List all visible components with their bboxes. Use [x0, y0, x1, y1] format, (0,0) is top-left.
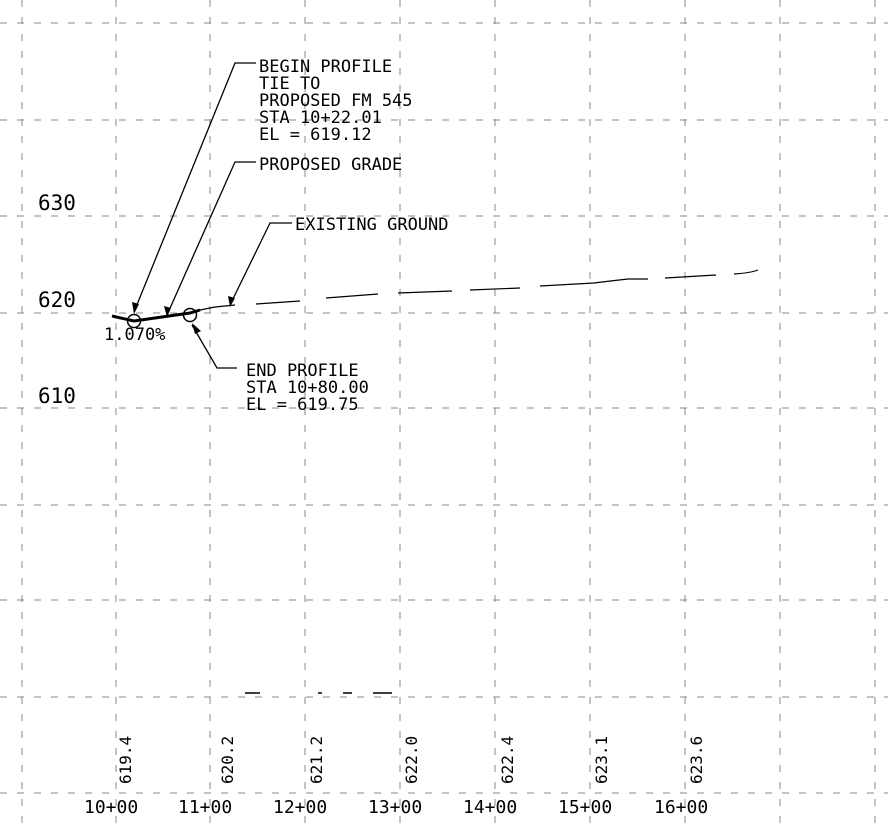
leader-arrowheads — [132, 296, 235, 334]
existing-elevation-1400: 622.4 — [498, 736, 517, 784]
begin-profile-line5: EL = 619.12 — [259, 125, 372, 145]
elevation-label-630: 630 — [38, 191, 76, 215]
existing-elevation-1100: 620.2 — [218, 736, 237, 784]
grade-percent-label: 1.070% — [104, 325, 165, 345]
existing-elevation-1200: 621.2 — [307, 736, 326, 784]
existing-ground-label: EXISTING GROUND — [295, 215, 449, 235]
station-label-1100: 11+00 — [178, 797, 232, 818]
begin-profile-line2: TIE TO — [259, 74, 320, 94]
end-profile-line2: STA 10+80.00 — [246, 378, 369, 398]
station-label-1200: 12+00 — [273, 797, 327, 818]
existing-elevation-1000: 619.4 — [116, 736, 135, 784]
end-profile-callout: END PROFILE STA 10+80.00 EL = 619.75 — [246, 361, 369, 415]
end-profile-marker — [182, 307, 198, 323]
station-label-1600: 16+00 — [654, 797, 708, 818]
existing-elevation-1600: 623.6 — [687, 736, 706, 784]
leader-lines — [133, 62, 292, 369]
station-label-1300: 13+00 — [368, 797, 422, 818]
begin-profile-line3: PROPOSED FM 545 — [259, 91, 413, 111]
begin-profile-marker — [126, 313, 142, 329]
begin-profile-line1: BEGIN PROFILE — [259, 57, 392, 77]
existing-ground-line — [199, 269, 759, 311]
station-label-1000: 10+00 — [84, 797, 138, 818]
station-label-1400: 14+00 — [463, 797, 517, 818]
end-profile-line3: EL = 619.75 — [246, 395, 359, 415]
existing-elevations: 619.4 620.2 621.2 622.0 622.4 623.1 623.… — [116, 736, 706, 784]
elevation-label-610: 610 — [38, 384, 76, 408]
station-label-1500: 15+00 — [558, 797, 612, 818]
existing-elevation-1500: 623.1 — [592, 736, 611, 784]
proposed-grade-line — [111, 308, 201, 323]
begin-profile-callout: BEGIN PROFILE TIE TO PROPOSED FM 545 STA… — [259, 57, 413, 145]
proposed-grade-label: PROPOSED GRADE — [259, 155, 402, 175]
existing-elevation-1300: 622.0 — [402, 736, 421, 784]
end-profile-line1: END PROFILE — [246, 361, 359, 381]
station-labels: 10+00 11+00 12+00 13+00 14+00 15+00 16+0… — [84, 797, 708, 818]
begin-profile-line4: STA 10+22.01 — [259, 108, 382, 128]
elevation-label-620: 620 — [38, 288, 76, 312]
